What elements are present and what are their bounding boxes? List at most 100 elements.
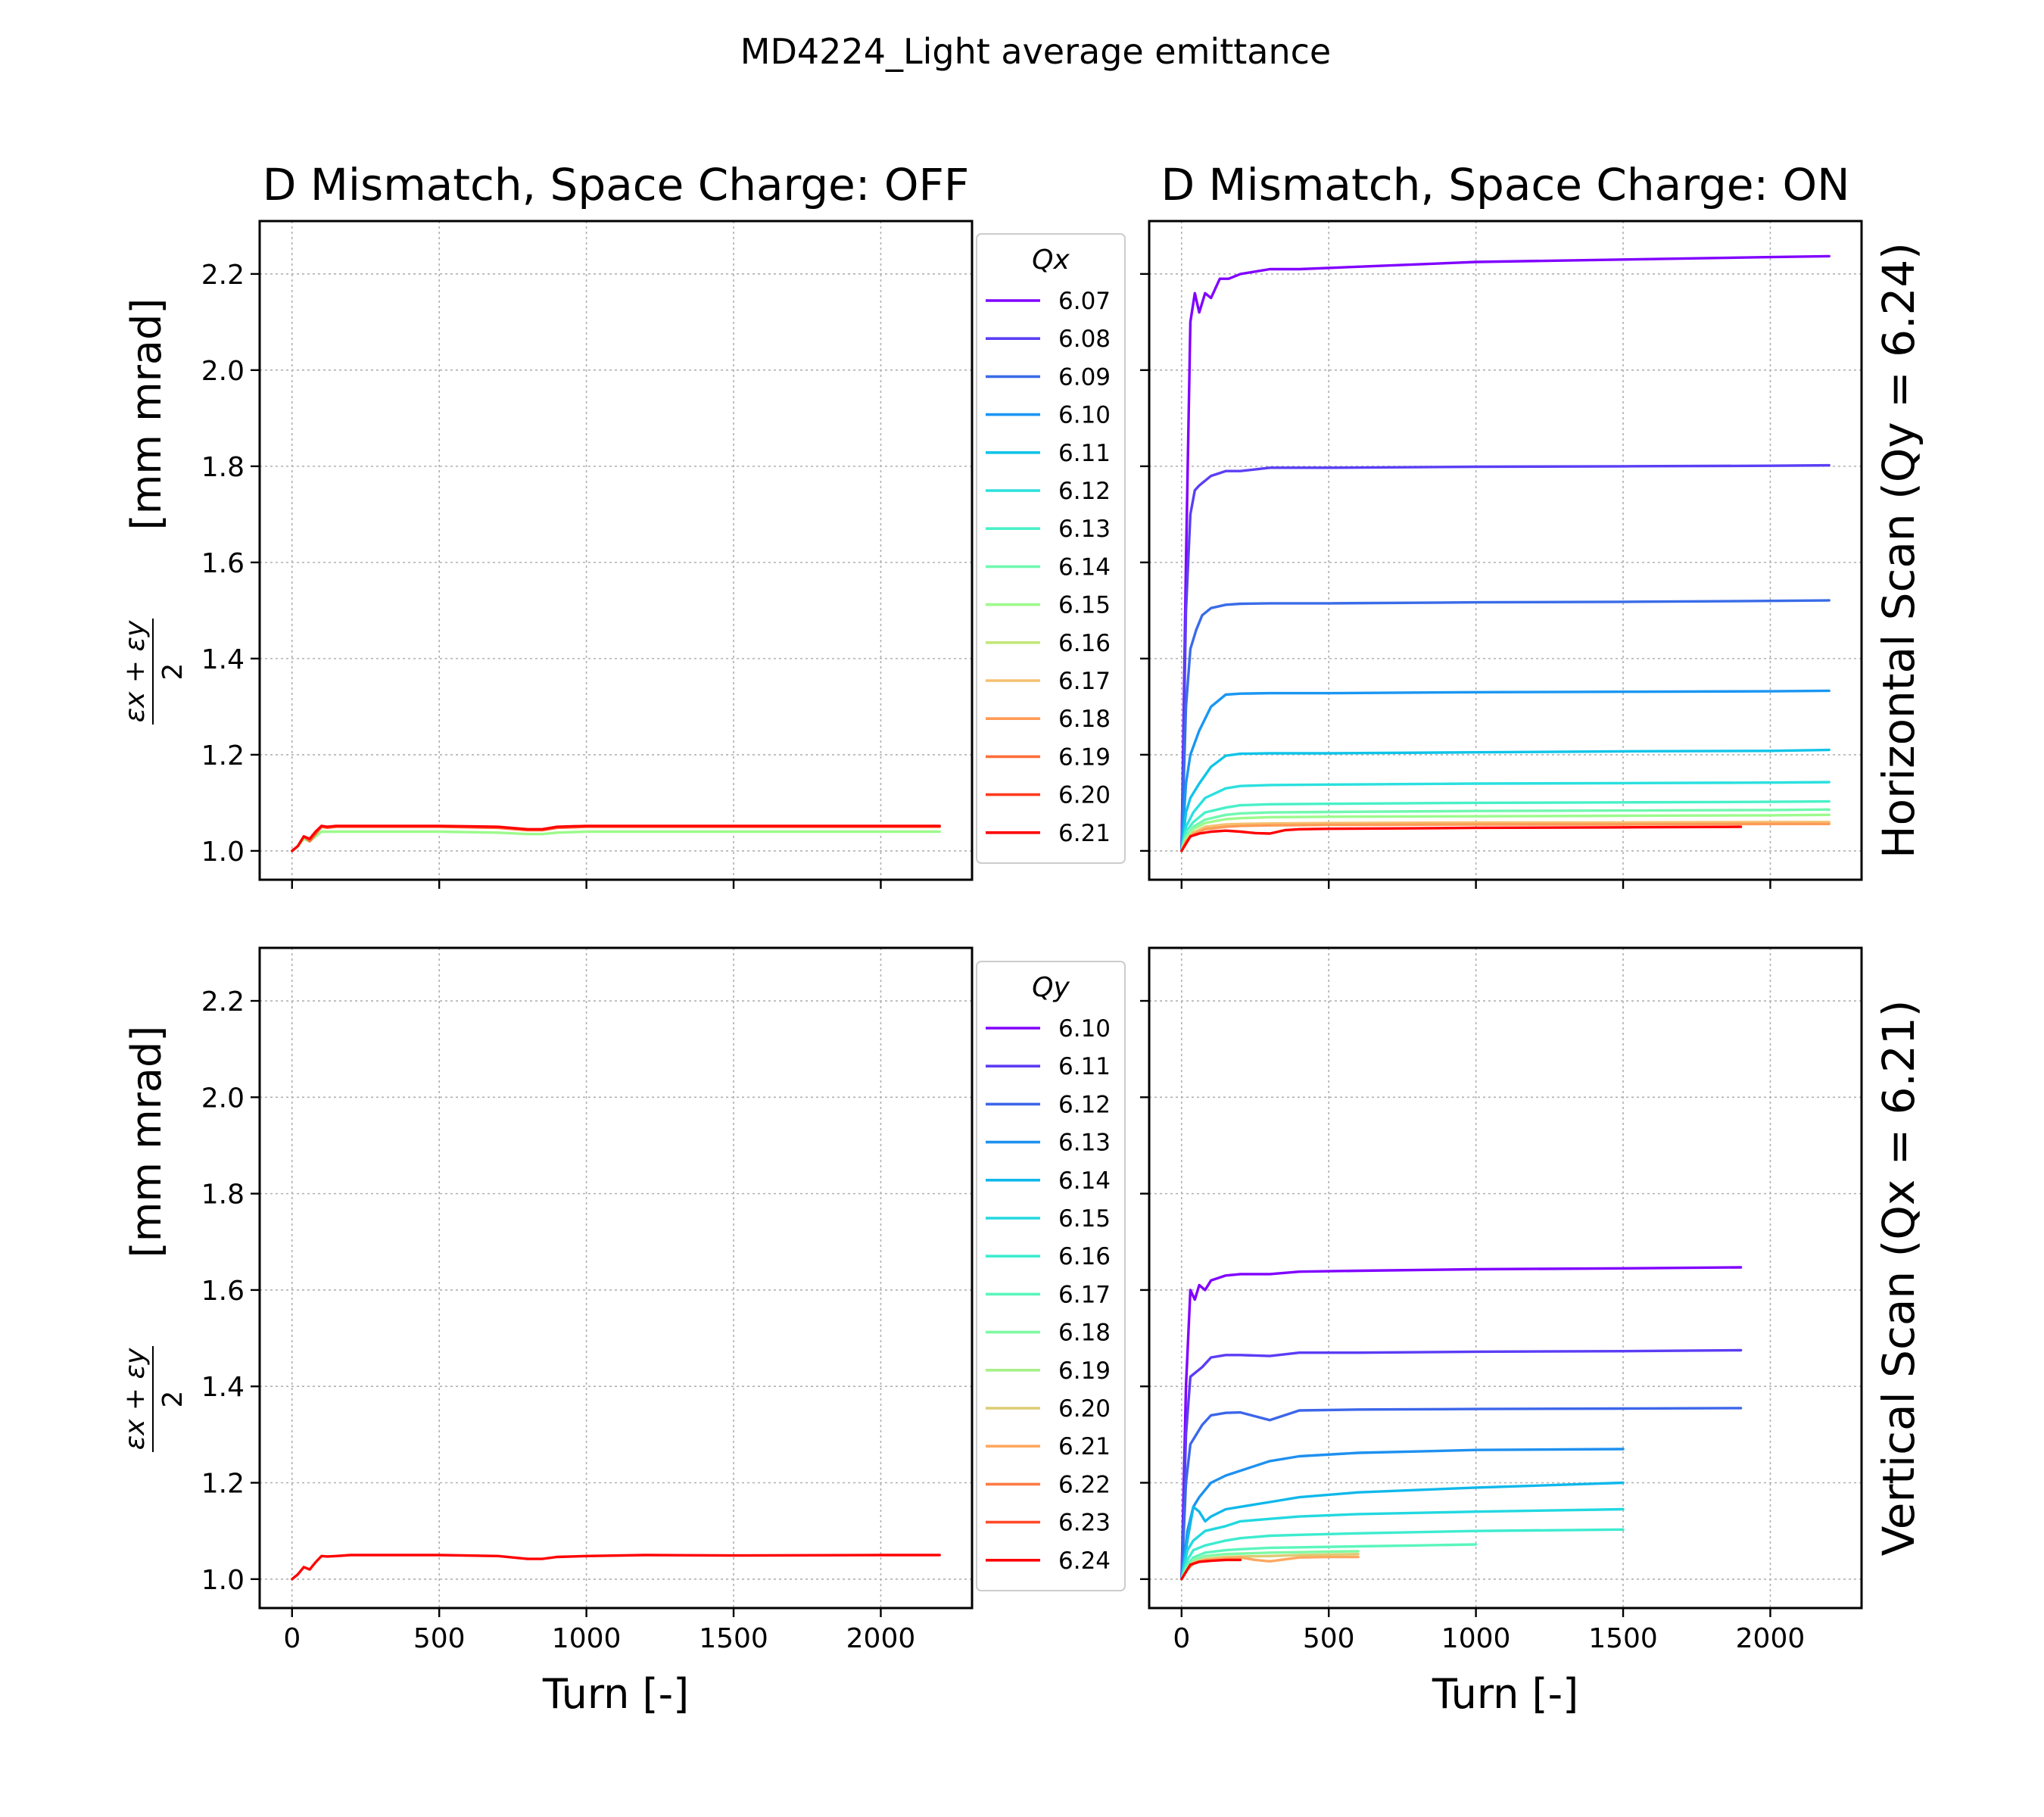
y-axis-fraction-denominator: 2 [157, 1391, 189, 1408]
y-tick-label: 1.6 [201, 1276, 245, 1307]
legend-label: 6.16 [1058, 1243, 1111, 1270]
y-tick-label: 1.2 [201, 1469, 245, 1500]
legend-entry: 6.14 [986, 1167, 1111, 1195]
x-tick-label: 1000 [552, 1623, 622, 1654]
x-axis-label: Turn [-] [542, 1670, 689, 1718]
legend-label: 6.11 [1058, 1053, 1111, 1080]
y-tick-label: 2.2 [201, 986, 245, 1018]
legend: Qy 6.10 6.11 6.12 6.13 6.14 6.15 6.16 6.17 6.18 6.… [976, 961, 1126, 1591]
panel-bottom-left: 1.0 1.2 1.4 1.6 1.8 2.0 2.2 0 500 1000 1500 2000 Tur… [120, 946, 1126, 1718]
legend-label: 6.18 [1058, 706, 1111, 733]
panel-title: D Mismatch, Space Charge: ON [1161, 159, 1849, 210]
series-line-6.09 [1180, 599, 1831, 852]
legend-label: 6.24 [1058, 1547, 1111, 1575]
series-line-6.07 [1180, 254, 1831, 852]
legend-entry: 6.15 [986, 592, 1111, 619]
legend-box [976, 961, 1126, 1591]
legend-label: 6.23 [1058, 1510, 1111, 1537]
legend-entry: 6.13 [986, 516, 1111, 543]
series-line-6.13 [1180, 799, 1831, 852]
legend-entry: 6.17 [986, 668, 1111, 695]
legend-label: 6.15 [1058, 1205, 1111, 1233]
x-tick-label: 1500 [699, 1623, 768, 1654]
x-tick-label: 1500 [1588, 1623, 1658, 1654]
y-tick-label: 1.2 [201, 740, 245, 771]
series-line-6.21 [291, 824, 941, 852]
legend-label: 6.20 [1058, 1395, 1111, 1423]
legend-entry: 6.17 [986, 1281, 1111, 1308]
legend-label: 6.11 [1058, 440, 1111, 467]
legend-label: 6.14 [1058, 1167, 1111, 1195]
y-tick-label: 1.4 [201, 1372, 245, 1403]
scan-label: Horizontal Scan (Qy = 6.24) [1873, 242, 1924, 859]
legend-entry: 6.22 [986, 1471, 1111, 1498]
legend-entry: 6.12 [986, 478, 1111, 505]
y-axis-unit: [mm mrad] [123, 298, 170, 531]
series-line-6.12 [1180, 781, 1831, 852]
legend-entry: 6.20 [986, 782, 1111, 809]
legend-entry: 6.08 [986, 326, 1111, 353]
panel-top-right: D Mismatch, Space Charge: ON Horizontal S… [1140, 159, 1924, 889]
series-line-6.24 [1180, 1558, 1242, 1581]
y-axis-label: [mm mrad] εx + εy 2 [120, 1026, 189, 1452]
legend-entry: 6.16 [986, 630, 1111, 657]
legend-label: 6.15 [1058, 592, 1111, 619]
legend-label: 6.21 [1058, 820, 1111, 847]
series-line-6.14 [1180, 808, 1831, 852]
plot-frame [258, 946, 974, 1610]
legend-label: 6.18 [1058, 1320, 1111, 1347]
legend-label: 6.16 [1058, 630, 1111, 657]
legend-label: 6.12 [1058, 478, 1111, 505]
legend-entry: 6.18 [986, 706, 1111, 733]
legend-label: 6.12 [1058, 1091, 1111, 1118]
y-axis-unit: [mm mrad] [123, 1026, 170, 1258]
legend-label: 6.21 [1058, 1433, 1111, 1460]
x-tick-label: 0 [1173, 1623, 1190, 1654]
y-axis-fraction: εx + εy 2 [120, 1346, 189, 1452]
plot-frame [1148, 946, 1863, 1610]
legend-entry: 6.24 [986, 1547, 1111, 1575]
scan-label: Vertical Scan (Qx = 6.21) [1873, 1000, 1924, 1557]
legend: Qx 6.07 6.08 6.09 6.10 6.11 6.12 6.13 6.14 6.15 6.… [976, 233, 1126, 864]
legend-entry: 6.19 [986, 743, 1111, 771]
plot-frame [258, 220, 974, 881]
series-line-6.24 [291, 1554, 941, 1581]
legend-label: 6.10 [1058, 402, 1111, 429]
x-tick-label: 500 [1303, 1623, 1355, 1654]
series-line-6.17 [1180, 1543, 1478, 1581]
legend-label: 6.20 [1058, 782, 1111, 809]
y-tick-label: 2.0 [201, 1083, 245, 1114]
y-tick-label: 1.8 [201, 452, 245, 483]
legend-label: 6.13 [1058, 1130, 1111, 1157]
legend-entry: 6.18 [986, 1320, 1111, 1347]
y-axis-fraction-numerator: εx + εy [120, 620, 151, 722]
x-tick-label: 1000 [1441, 1623, 1511, 1654]
legend-label: 6.19 [1058, 1357, 1111, 1385]
series-line-6.15 [1180, 813, 1831, 852]
legend-label: 6.07 [1058, 288, 1111, 315]
series-line-6.15 [1180, 1507, 1625, 1581]
legend-entry: 6.23 [986, 1510, 1111, 1537]
series-line-6.10 [1180, 1266, 1743, 1581]
legend-label: 6.08 [1058, 326, 1111, 353]
series-line-6.10 [1180, 689, 1831, 852]
legend-title: Qy [1032, 972, 1070, 1003]
legend-label: 6.13 [1058, 516, 1111, 543]
y-tick-label: 1.6 [201, 548, 245, 579]
y-tick-label: 2.0 [201, 356, 245, 387]
legend-entry: 6.11 [986, 1053, 1111, 1080]
x-tick-label: 0 [283, 1623, 301, 1654]
series-line-6.11 [1180, 748, 1831, 852]
legend-label: 6.10 [1058, 1015, 1111, 1043]
legend-entry: 6.21 [986, 1433, 1111, 1460]
y-tick-label: 1.0 [201, 837, 245, 868]
y-axis-fraction-numerator: εx + εy [120, 1348, 151, 1450]
y-tick-label: 1.8 [201, 1180, 245, 1211]
series-line-6.16 [1180, 1528, 1625, 1581]
x-tick-label: 2000 [1736, 1623, 1806, 1654]
legend-label: 6.17 [1058, 1281, 1111, 1308]
y-axis-fraction-denominator: 2 [157, 663, 189, 681]
legend-entry: 6.09 [986, 363, 1111, 391]
legend-entry: 6.10 [986, 402, 1111, 429]
series-line-6.21 [1180, 825, 1743, 852]
